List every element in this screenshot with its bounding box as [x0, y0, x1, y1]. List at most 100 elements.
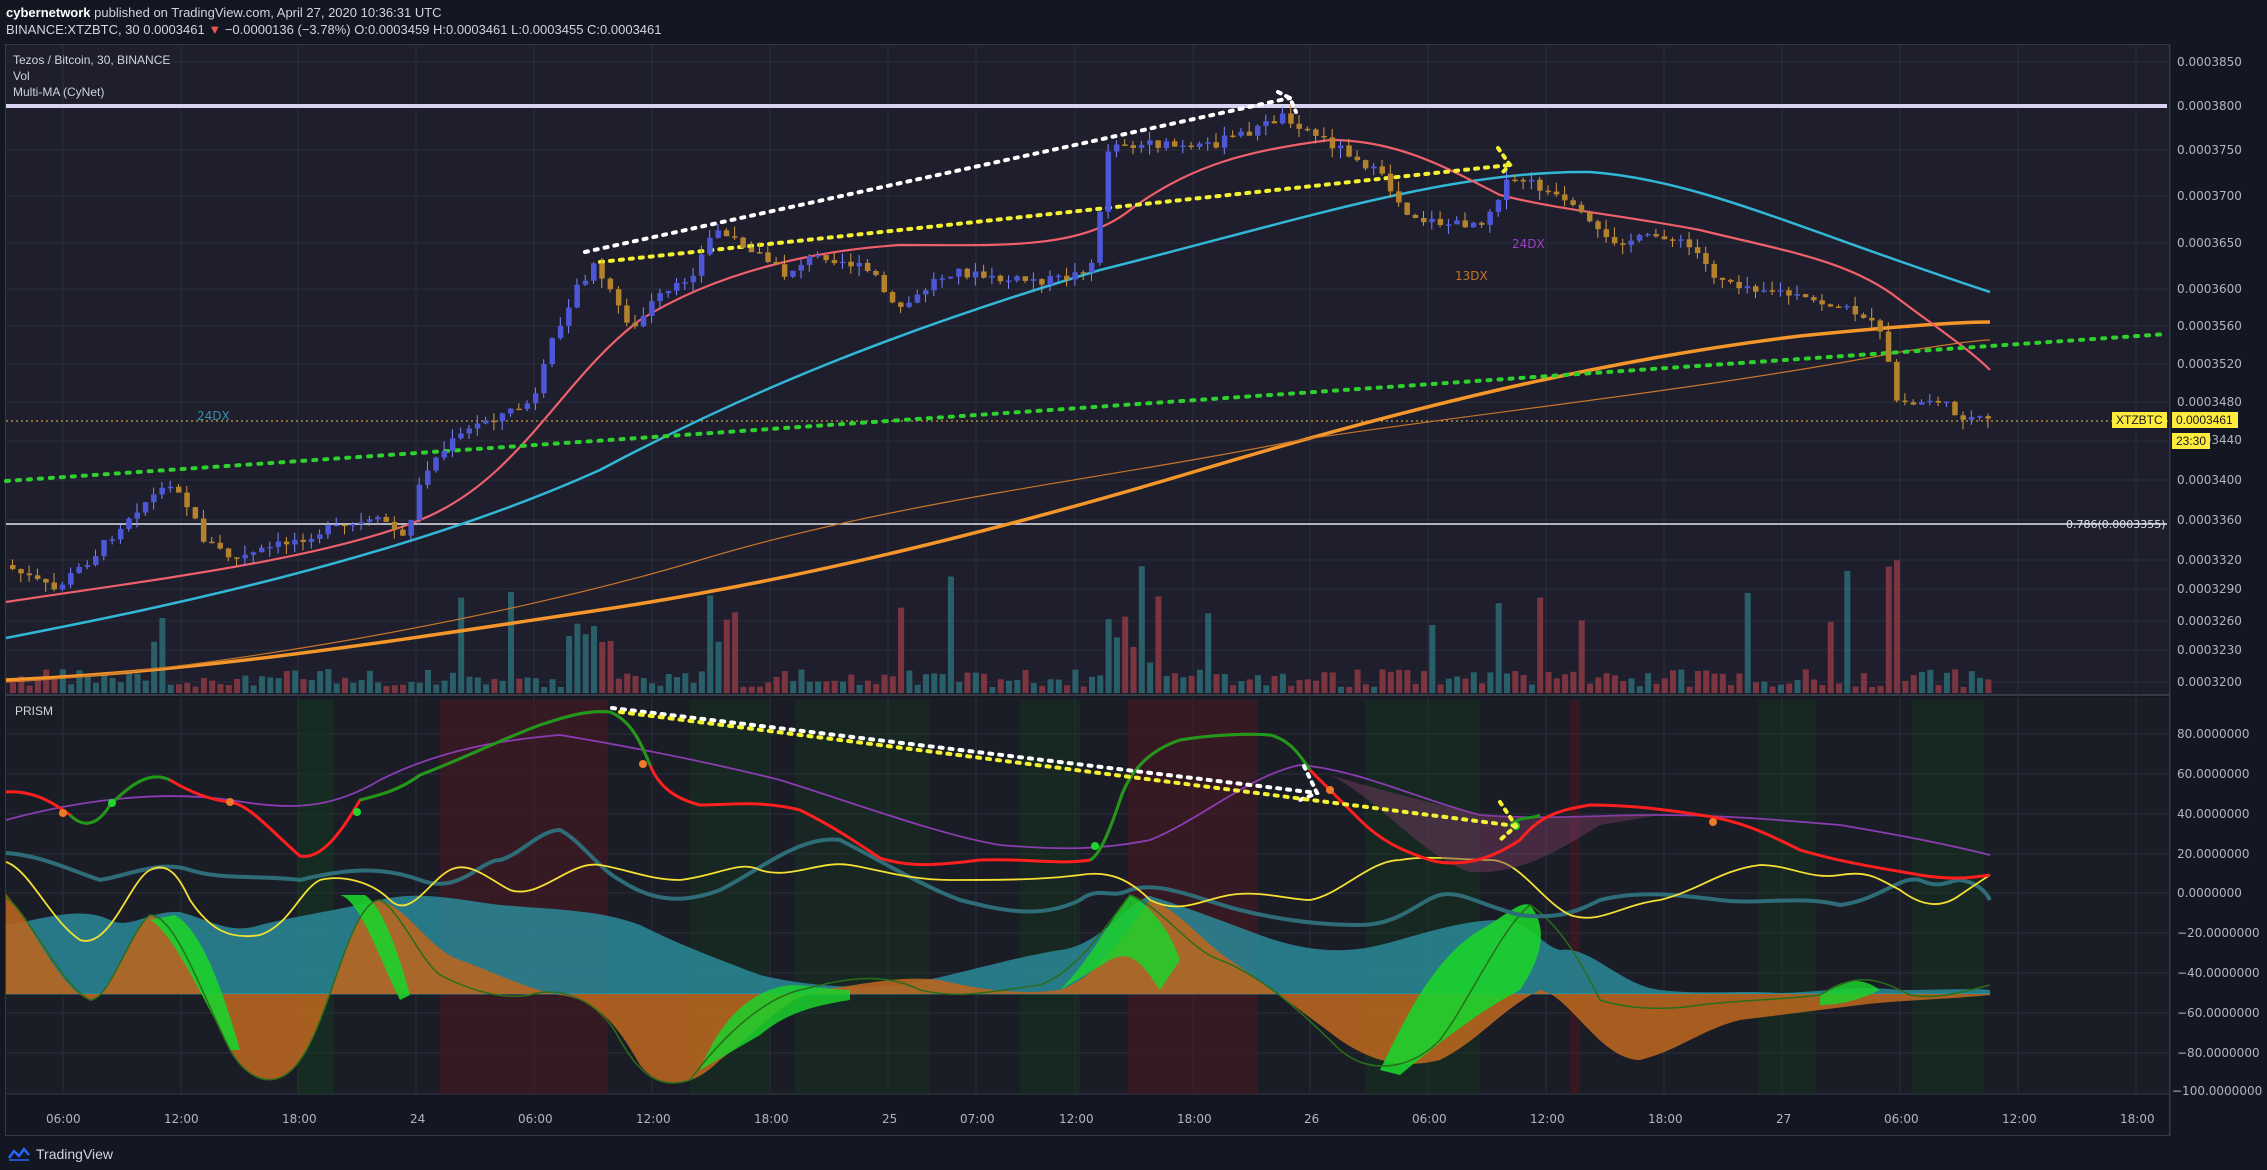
green-trendline[interactable] — [4, 332, 2169, 483]
volume-bar — [350, 682, 357, 693]
volume-bar — [1064, 685, 1071, 693]
volume-bar — [1047, 679, 1054, 693]
candle — [524, 403, 531, 409]
candle — [449, 438, 456, 451]
volume-bar — [1454, 676, 1461, 693]
candle — [1678, 239, 1684, 241]
candle — [101, 540, 107, 557]
prism-white-arrow — [1298, 764, 1320, 802]
tradingview-logo[interactable]: TradingView — [8, 1146, 113, 1162]
volume-bar — [1213, 674, 1220, 693]
volume-bar — [1645, 673, 1652, 693]
candle — [425, 470, 431, 485]
candle — [283, 541, 290, 545]
candle — [200, 518, 207, 542]
prism-white-trendline[interactable] — [610, 706, 1319, 795]
time-tick: 07:00 — [960, 1112, 995, 1126]
legend-vol[interactable]: Vol — [13, 69, 30, 83]
down-arrow-icon: ▼ — [208, 22, 222, 37]
candle — [441, 450, 448, 458]
main-legend[interactable]: Tezos / Bitcoin, 30, BINANCE Vol Multi-M… — [13, 52, 170, 100]
time-tick: 27 — [1776, 1112, 1792, 1126]
volume-bar — [1313, 680, 1320, 693]
candle — [1097, 211, 1103, 263]
volume-bar — [259, 676, 265, 693]
prism-main-line[interactable] — [5, 710, 1991, 880]
volume-bar — [1039, 685, 1046, 693]
candle — [1645, 234, 1651, 236]
osc-tick: 60.0000000 — [2177, 767, 2250, 781]
volume-bar — [416, 682, 423, 693]
prism-yellow-trendline[interactable] — [618, 710, 1518, 828]
volume-bar — [142, 680, 149, 693]
candle — [1960, 415, 1966, 420]
publisher-name[interactable]: cybernetwork — [6, 5, 91, 20]
label-13dx: 13DX — [1455, 269, 1488, 283]
volume-bar — [632, 675, 639, 693]
volume-bar — [300, 679, 307, 693]
candle — [1736, 281, 1742, 289]
candle — [1537, 179, 1543, 191]
candle — [217, 542, 223, 549]
price-tick: 0.0003560 — [2177, 319, 2242, 333]
price-tick: 0.0003700 — [2177, 189, 2242, 203]
legend-title[interactable]: Tezos / Bitcoin, 30, BINANCE — [13, 53, 171, 67]
candle — [1694, 247, 1701, 254]
legend-ma[interactable]: Multi-MA (CyNet) — [13, 85, 105, 99]
volume-bar — [682, 673, 689, 693]
ema-red[interactable] — [5, 138, 1991, 604]
candle — [1321, 135, 1327, 138]
volume-bar — [1927, 669, 1934, 693]
symbol-ohlc: BINANCE:XTZBTC, 30 0.0003461 ▼ −0.000013… — [6, 22, 662, 37]
header-bar: cybernetwork published on TradingView.co… — [0, 0, 2267, 44]
candle — [732, 236, 738, 238]
candle — [1255, 125, 1261, 136]
candle — [1072, 272, 1078, 280]
candle — [964, 268, 970, 278]
volume-bar — [1387, 671, 1394, 693]
candle — [51, 582, 57, 590]
volume-bar — [1528, 684, 1535, 693]
candle — [433, 457, 439, 471]
volume-bar — [1205, 613, 1212, 693]
candle — [1371, 166, 1377, 169]
candle — [1985, 416, 1991, 419]
candle — [84, 564, 91, 567]
ma-orange-thick[interactable] — [5, 320, 1991, 682]
volume-bar — [864, 680, 871, 693]
candle — [1670, 239, 1676, 241]
price-pane-bg — [6, 45, 2169, 695]
candle — [1968, 416, 1975, 420]
candle — [665, 290, 672, 294]
white-trendline[interactable] — [583, 96, 1292, 254]
volume-bar — [906, 670, 913, 693]
volume-bar — [1811, 679, 1818, 693]
volume-bar — [1263, 685, 1270, 693]
volume-bar — [1445, 678, 1452, 693]
ema-blue[interactable] — [5, 170, 1991, 640]
candle — [1860, 314, 1867, 318]
volume-bar — [1288, 685, 1295, 693]
candle — [159, 487, 165, 495]
osc-tick: −60.0000000 — [2177, 1006, 2260, 1020]
volume-bar — [1703, 670, 1710, 693]
candle — [1553, 191, 1560, 195]
candle — [1296, 123, 1302, 129]
candle — [806, 256, 813, 265]
candlesticks[interactable] — [10, 104, 1991, 592]
volume-bar — [1728, 684, 1735, 693]
prism-legend[interactable]: PRISM — [15, 704, 54, 718]
candle — [615, 289, 622, 306]
volume-bar — [740, 686, 747, 693]
volume-bar — [159, 618, 166, 693]
time-tick: 12:00 — [164, 1112, 199, 1126]
candle — [1221, 135, 1228, 148]
candle — [366, 519, 373, 522]
volume-bar — [1985, 679, 1992, 693]
candle — [1064, 275, 1070, 280]
candle — [267, 546, 273, 549]
osc-tick: −100.0000000 — [2172, 1084, 2263, 1098]
candle — [1603, 229, 1610, 238]
current-price-tag: 0.0003461 — [2172, 412, 2238, 428]
